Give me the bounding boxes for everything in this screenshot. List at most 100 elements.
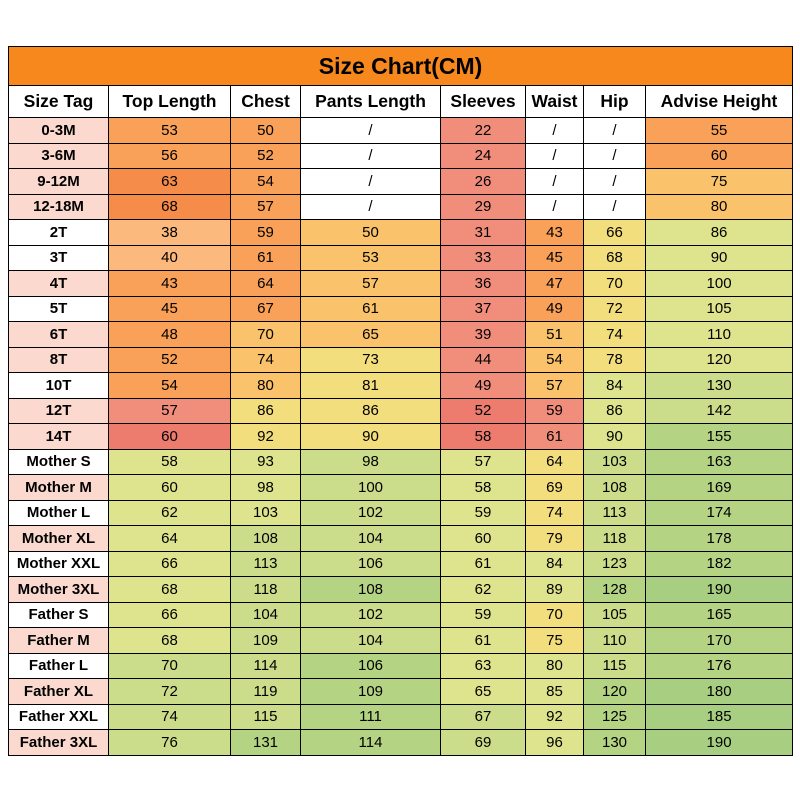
size-tag-cell: Mother L [8,499,109,526]
table-row: 0-3M 53 50/22//55 [8,117,794,144]
value-cell: 119 [230,678,301,705]
size-tag-cell: 9-12M [8,168,109,195]
value-cell: 53 [108,117,231,144]
value-cell: 26 [440,168,526,195]
value-cell: 155 [644,423,794,450]
value-cell: 78 [583,346,646,373]
value-cell: 66 [108,550,231,577]
value-cell: 89 [525,576,584,603]
value-cell: 48 [108,321,231,348]
value-cell: 75 [644,168,794,195]
value-cell: 123 [583,550,646,577]
value-cell: 63 [440,652,526,679]
value-cell: 54 [525,346,584,373]
value-cell: 39 [440,321,526,348]
value-cell: 60 [108,423,231,450]
value-cell: 74 [583,321,646,348]
size-tag-cell: Father XL [8,678,109,705]
value-cell: 22 [440,117,526,144]
value-cell: 102 [300,601,441,628]
value-cell: 76 [108,729,231,756]
value-cell: 142 [644,397,794,424]
value-cell: 130 [644,372,794,399]
value-cell: 45 [525,244,584,271]
value-cell: 37 [440,295,526,322]
size-tag-cell: 3T [8,244,109,271]
value-cell: 104 [300,627,441,654]
value-cell: 190 [644,729,794,756]
table-row: 14T 60 92 90 58 61 90 155 [8,423,794,450]
value-cell: 170 [644,627,794,654]
value-cell: 66 [583,219,646,246]
value-cell: / [583,142,646,169]
value-cell: 57 [108,397,231,424]
value-cell: 38 [108,219,231,246]
value-cell: 36 [440,270,526,297]
value-cell: 103 [583,448,646,475]
value-cell: 81 [300,372,441,399]
value-cell: 108 [583,474,646,501]
value-cell: / [525,142,584,169]
value-cell: 111 [300,703,441,730]
value-cell: 64 [230,270,301,297]
value-cell: 54 [230,168,301,195]
value-cell: 70 [583,270,646,297]
value-cell: 176 [644,652,794,679]
value-cell: / [525,168,584,195]
value-cell: 185 [644,703,794,730]
value-cell: 68 [583,244,646,271]
value-cell: 67 [440,703,526,730]
value-cell: 96 [525,729,584,756]
value-cell: 64 [525,448,584,475]
table-row: 12T 57 86 86 52 59 86 142 [8,397,794,424]
column-header-size-tag: Size Tag [8,85,109,118]
value-cell: 86 [644,219,794,246]
size-tag-cell: 5T [8,295,109,322]
value-cell: 69 [440,729,526,756]
size-tag-cell: 3-6M [8,142,109,169]
value-cell: 98 [300,448,441,475]
value-cell: 84 [525,550,584,577]
table-row: Father S 66 104 102 59 70 105 165 [8,601,794,628]
value-cell: 108 [230,525,301,552]
size-tag-cell: 12-18M [8,193,109,220]
value-cell: 58 [440,423,526,450]
value-cell: 60 [440,525,526,552]
value-cell: 44 [440,346,526,373]
table-row: 12-18M 68 57/29//80 [8,193,794,220]
size-tag-cell: Mother XL [8,525,109,552]
value-cell: 61 [440,550,526,577]
value-cell: 115 [230,703,301,730]
size-tag-cell: Mother 3XL [8,576,109,603]
value-cell: 109 [230,627,301,654]
value-cell: 53 [300,244,441,271]
value-cell: 51 [525,321,584,348]
title-row: Size Chart(CM) [7,46,794,86]
table-row: 5T 45 67 61 37 49 72 105 [8,295,794,322]
value-cell: 80 [644,193,794,220]
column-header-pants-length: Pants Length [300,85,441,118]
value-cell: 74 [230,346,301,373]
value-cell: 61 [230,244,301,271]
value-cell: 45 [108,295,231,322]
size-tag-cell: 12T [8,397,109,424]
value-cell: 58 [440,474,526,501]
size-tag-cell: 4T [8,270,109,297]
size-tag-cell: Father 3XL [8,729,109,756]
size-tag-cell: 2T [8,219,109,246]
value-cell: 114 [230,652,301,679]
column-header-top-length: Top Length [108,85,231,118]
table-row: Father L 70 114 106 63 80 115 176 [8,652,794,679]
value-cell: 57 [525,372,584,399]
value-cell: 128 [583,576,646,603]
size-tag-cell: 8T [8,346,109,373]
value-cell: 109 [300,678,441,705]
value-cell: 70 [230,321,301,348]
value-cell: 178 [644,525,794,552]
value-cell: 61 [525,423,584,450]
value-cell: 64 [108,525,231,552]
size-tag-cell: Mother XXL [8,550,109,577]
table-row: Father M 68 109 104 61 75 110 170 [8,627,794,654]
value-cell: 49 [525,295,584,322]
